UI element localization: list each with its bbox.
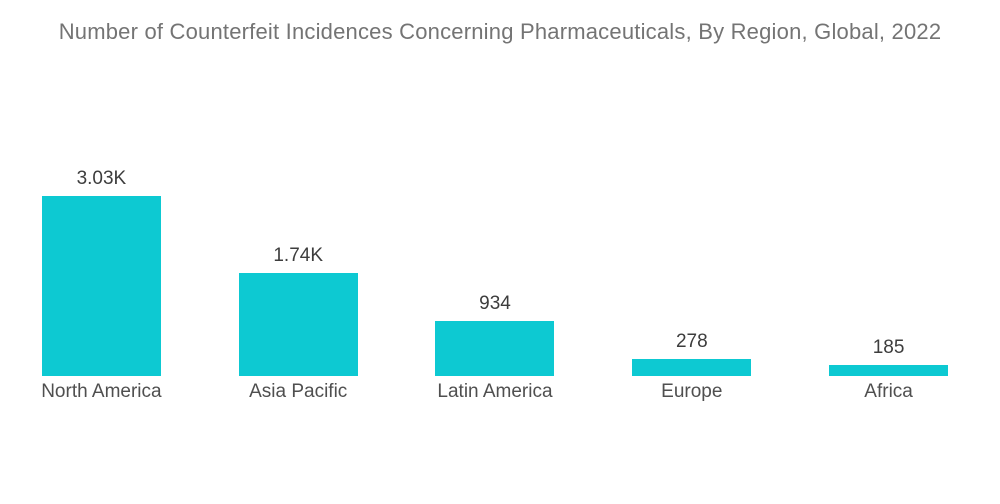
- bar-value-label: 934: [479, 293, 511, 314]
- category-label-africa: Africa: [864, 381, 913, 402]
- bar-value-label: 278: [675, 331, 708, 352]
- category-label-north-america: North America: [41, 381, 162, 402]
- bar-africa: [829, 365, 949, 376]
- bar-column-africa: 185: [790, 150, 987, 376]
- bar-asia-pacific: [238, 273, 358, 376]
- bar-latin-america: [435, 321, 555, 376]
- bar-value-label: 185: [872, 337, 905, 358]
- bar-column-north-america: 3.03K: [3, 150, 200, 376]
- category-label-europe: Europe: [661, 381, 723, 402]
- bar-north-america: [41, 196, 161, 376]
- plot-area: 3.03K 1.74K 934 278 185: [3, 150, 987, 376]
- bar-column-asia-pacific: 1.74K: [200, 150, 397, 376]
- category-label-latin-america: Latin America: [437, 381, 553, 402]
- category-label-asia-pacific: Asia Pacific: [249, 381, 348, 402]
- bar-value-label: 1.74K: [273, 245, 324, 266]
- chart-title: Number of Counterfeit Incidences Concern…: [58, 19, 942, 44]
- bar-column-europe: 278: [593, 150, 790, 376]
- bar-column-latin-america: 934: [397, 150, 594, 376]
- bar-europe: [632, 359, 752, 376]
- bar-value-label: 3.03K: [76, 168, 127, 189]
- category-axis: North America Asia Pacific Latin America Eu…: [3, 381, 987, 403]
